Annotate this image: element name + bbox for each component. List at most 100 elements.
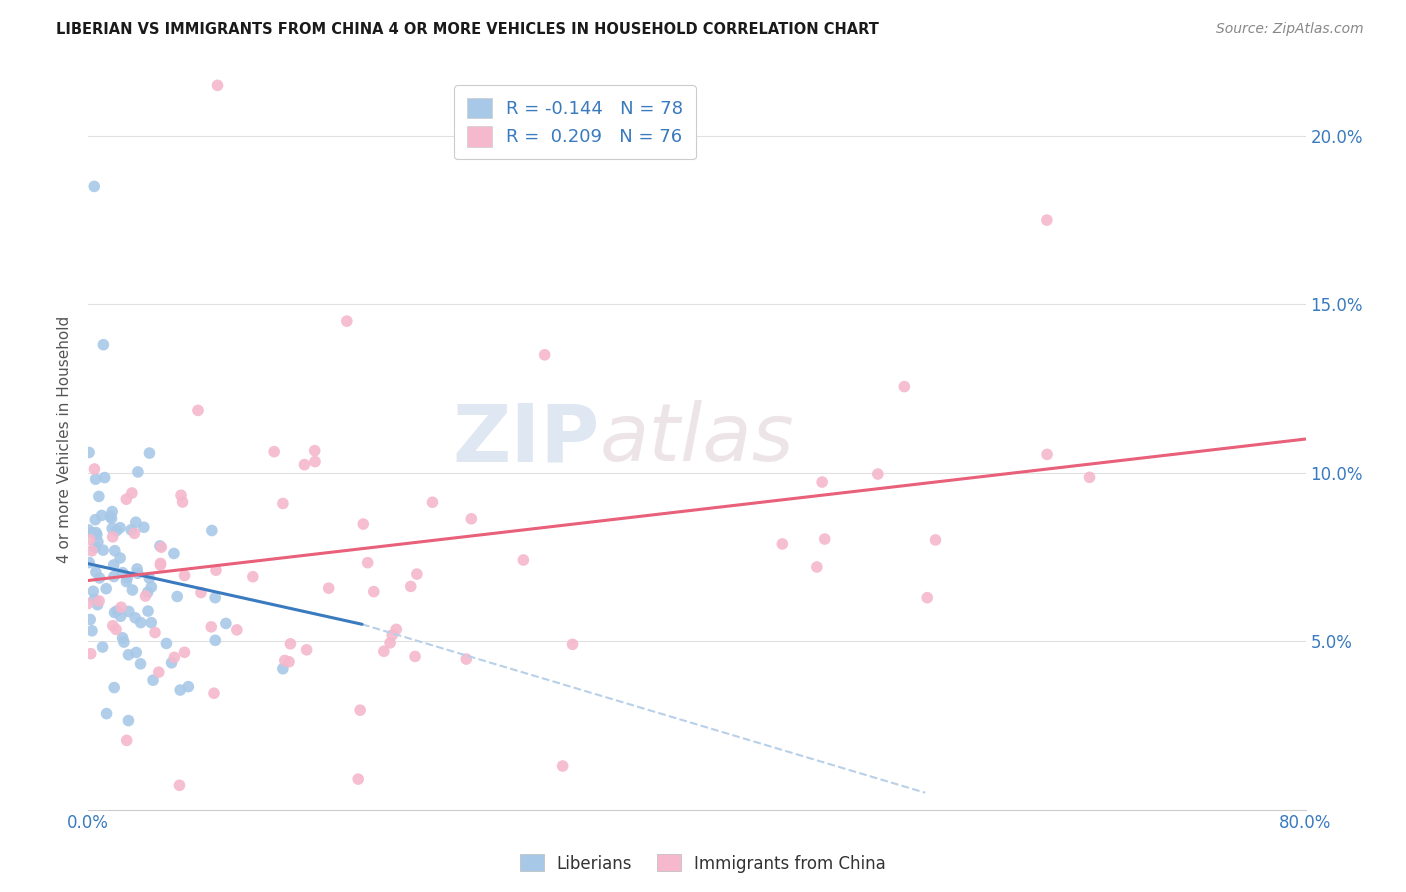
- Point: [84, 525, 107, 540]
- Point: [811, 475, 834, 489]
- Point: [1036, 447, 1059, 461]
- Point: [120, 523, 142, 537]
- Point: [96, 582, 118, 596]
- Point: [115, 574, 138, 589]
- Point: [105, 604, 128, 618]
- Point: [91, 543, 114, 558]
- Point: [177, 680, 200, 694]
- Point: [125, 562, 148, 576]
- Point: [202, 686, 225, 700]
- Point: [271, 496, 294, 510]
- Point: [924, 533, 946, 547]
- Point: [149, 557, 172, 571]
- Point: [108, 521, 131, 535]
- Point: [117, 571, 139, 585]
- Point: [103, 681, 125, 695]
- Point: [118, 604, 141, 618]
- Point: [93, 470, 115, 484]
- Point: [100, 511, 122, 525]
- Point: [84, 472, 107, 486]
- Point: [155, 636, 177, 650]
- Point: [86, 527, 108, 541]
- Point: [121, 582, 143, 597]
- Point: [86, 598, 108, 612]
- Legend: Liberians, Immigrants from China: Liberians, Immigrants from China: [513, 847, 893, 880]
- Point: [770, 537, 793, 551]
- Point: [117, 714, 139, 728]
- Point: [814, 532, 837, 546]
- Point: [129, 615, 152, 630]
- Point: [111, 566, 134, 580]
- Point: [561, 637, 583, 651]
- Point: [172, 495, 194, 509]
- Point: [149, 558, 172, 572]
- Point: [89, 571, 111, 585]
- Point: [356, 556, 378, 570]
- Point: [533, 348, 555, 362]
- Point: [80, 647, 103, 661]
- Point: [143, 625, 166, 640]
- Point: [169, 778, 191, 792]
- Legend: R = -0.144   N = 78, R =  0.209   N = 76: R = -0.144 N = 78, R = 0.209 N = 76: [454, 85, 696, 159]
- Point: [153, 0, 176, 8]
- Point: [205, 563, 228, 577]
- Point: [512, 553, 534, 567]
- Point: [169, 683, 191, 698]
- Point: [404, 649, 426, 664]
- Y-axis label: 4 or more Vehicles in Household: 4 or more Vehicles in Household: [58, 316, 72, 563]
- Point: [129, 657, 152, 671]
- Point: [242, 570, 264, 584]
- Point: [187, 403, 209, 417]
- Point: [150, 540, 173, 554]
- Point: [138, 571, 160, 585]
- Point: [125, 515, 148, 529]
- Point: [456, 652, 478, 666]
- Point: [127, 566, 149, 581]
- Text: LIBERIAN VS IMMIGRANTS FROM CHINA 4 OR MORE VEHICLES IN HOUSEHOLD CORRELATION CH: LIBERIAN VS IMMIGRANTS FROM CHINA 4 OR M…: [56, 22, 879, 37]
- Point: [363, 584, 385, 599]
- Point: [190, 585, 212, 599]
- Point: [79, 613, 101, 627]
- Point: [163, 546, 186, 560]
- Point: [104, 543, 127, 558]
- Point: [84, 513, 107, 527]
- Point: [915, 591, 938, 605]
- Point: [132, 520, 155, 534]
- Point: [215, 616, 238, 631]
- Point: [163, 650, 186, 665]
- Point: [115, 733, 138, 747]
- Point: [91, 640, 114, 654]
- Point: [295, 642, 318, 657]
- Point: [318, 581, 340, 595]
- Point: [271, 662, 294, 676]
- Point: [225, 623, 247, 637]
- Point: [149, 539, 172, 553]
- Point: [110, 609, 132, 624]
- Point: [201, 524, 224, 538]
- Point: [112, 635, 135, 649]
- Point: [263, 444, 285, 458]
- Point: [121, 486, 143, 500]
- Point: [1078, 470, 1101, 484]
- Point: [83, 462, 105, 476]
- Point: [101, 521, 124, 535]
- Point: [1036, 213, 1059, 227]
- Point: [204, 591, 226, 605]
- Point: [304, 443, 326, 458]
- Point: [127, 465, 149, 479]
- Point: [893, 379, 915, 393]
- Point: [378, 636, 401, 650]
- Point: [125, 645, 148, 659]
- Point: [105, 623, 128, 637]
- Point: [141, 615, 163, 630]
- Point: [83, 179, 105, 194]
- Point: [352, 517, 374, 532]
- Point: [405, 567, 427, 582]
- Point: [82, 525, 104, 540]
- Point: [551, 759, 574, 773]
- Point: [806, 560, 828, 574]
- Point: [866, 467, 889, 481]
- Point: [142, 673, 165, 688]
- Point: [84, 565, 107, 579]
- Point: [280, 637, 302, 651]
